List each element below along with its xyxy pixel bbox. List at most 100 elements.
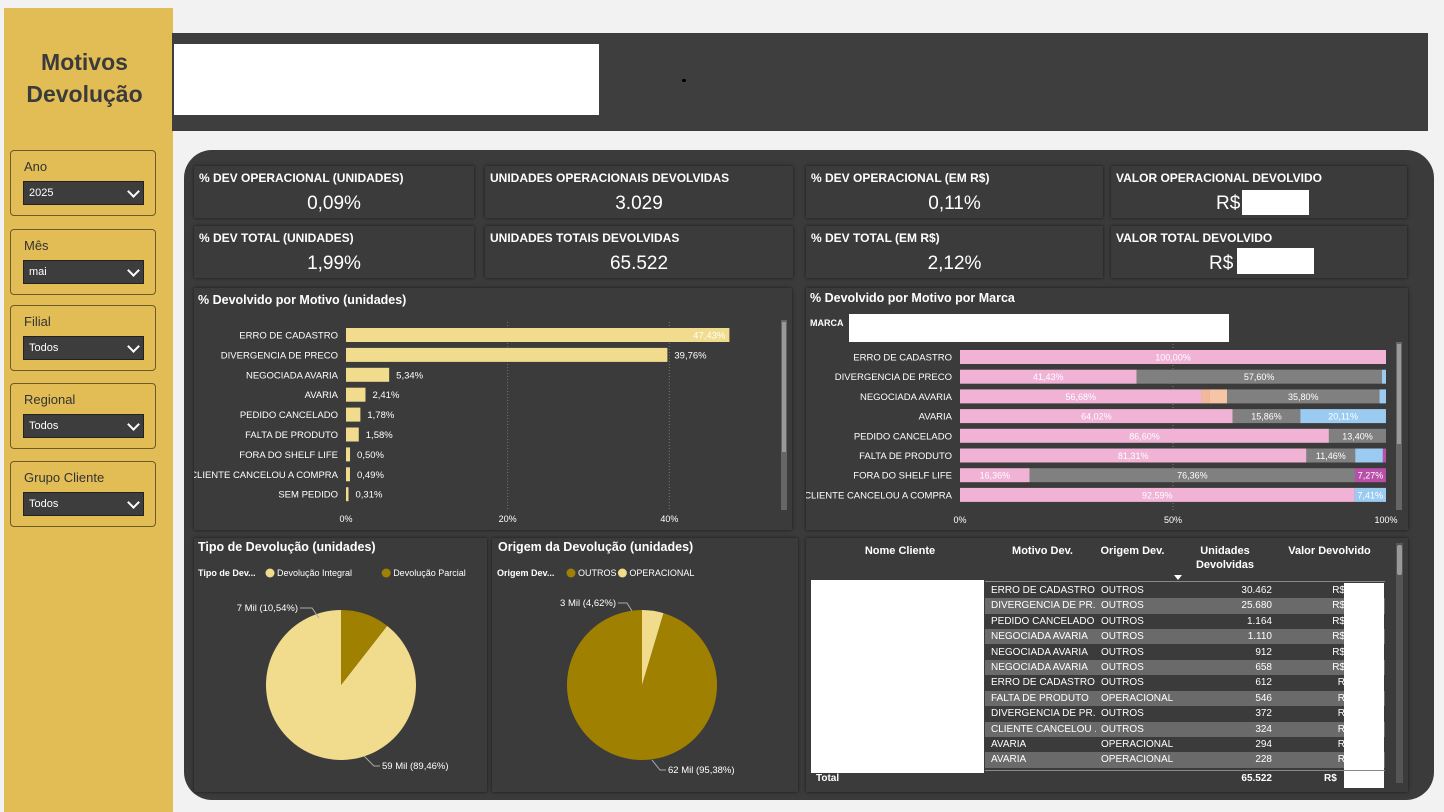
cell-valor: R [1337, 677, 1345, 689]
category-label: FORA DO SHELF LIFE [239, 450, 338, 461]
table-scrollbar[interactable] [1396, 543, 1403, 783]
stacked-segment [960, 468, 1030, 483]
cell-valor: R$ [1332, 585, 1345, 596]
dropdown-value: Todos [29, 498, 59, 510]
cell-unidades: 612 [1255, 677, 1272, 689]
kpi-card: % DEV OPERACIONAL (UNIDADES) 0,09% [194, 166, 474, 218]
table-row[interactable]: NEGOCIADA AVARIA OUTROS 1.110 R$ [985, 629, 1385, 645]
table-row[interactable]: NEGOCIADA AVARIA OUTROS 912 R$ [985, 644, 1385, 660]
kpi-title: % DEV TOTAL (UNIDADES) [199, 231, 354, 245]
filter-label: Regional [24, 392, 76, 407]
page-title-line2: Devolução [26, 81, 143, 107]
cell-unidades: 372 [1255, 708, 1272, 720]
divider [985, 581, 1385, 582]
col-header-motivo[interactable]: Motivo Dev. [1012, 545, 1073, 557]
legend-title: MARCA [810, 318, 844, 328]
page-title-line1: Motivos [41, 49, 128, 75]
data-label: 59 Mil (89,46%) [382, 761, 449, 772]
redacted-clientes [811, 580, 984, 773]
leader-line [651, 759, 666, 771]
cell-motivo: NEGOCIADA AVARIA [991, 662, 1088, 673]
category-label: AVARIA [919, 412, 953, 423]
col-header-valor[interactable]: Valor Devolvido [1288, 545, 1371, 557]
table-row[interactable]: AVARIA OPERACIONAL 228 R [985, 752, 1385, 768]
segment-label: 64,02% [1081, 412, 1112, 422]
tick-label: 20% [499, 514, 517, 524]
kpi-title: % DEV OPERACIONAL (EM R$) [811, 171, 990, 185]
kpi-title: UNIDADES TOTAIS DEVOLVIDAS [490, 231, 680, 245]
table-row[interactable]: DIVERGENCIA DE PR... OUTROS 25.680 R$ [985, 598, 1385, 614]
stacked-segment [1355, 448, 1383, 463]
ano-dropdown[interactable]: 2025 [23, 181, 144, 205]
pie-slice [642, 610, 664, 685]
category-label: FALTA DE PRODUTO [245, 430, 338, 441]
category-label: CLIENTE CANCELOU A COMPRA [194, 470, 339, 481]
table-row[interactable]: FALTA DE PRODUTO OPERACIONAL 546 R [985, 690, 1385, 707]
table-row[interactable]: PEDIDO CANCELADO OUTROS 1.164 R$ [985, 613, 1385, 630]
col-header-origem[interactable]: Origem Dev. [1100, 545, 1165, 557]
filter-filial: Filial Todos [10, 305, 156, 371]
cell-unidades: 228 [1255, 754, 1272, 766]
stacked-segment [960, 428, 1329, 443]
dropdown-value: 2025 [29, 187, 54, 199]
cell-valor: R [1337, 754, 1345, 766]
col-header-unidades[interactable]: Unidades Devolvidas [1195, 545, 1255, 571]
cell-valor: R$ [1332, 646, 1345, 658]
category-label: DIVERGENCIA DE PRECO [835, 372, 952, 383]
cell-valor: R [1337, 708, 1345, 720]
regional-dropdown[interactable]: Todos [23, 414, 144, 438]
table-row[interactable]: AVARIA OPERACIONAL 294 R [985, 737, 1385, 753]
data-label: 7 Mil (10,54%) [237, 603, 298, 614]
legend-marker [617, 568, 627, 578]
grupo-cliente-dropdown[interactable]: Todos [23, 492, 144, 516]
segment-label: 7,41% [1357, 490, 1383, 500]
cell-origem: OUTROS [1101, 723, 1144, 735]
chart-title: Origem da Devolução (unidades) [498, 540, 694, 554]
sort-desc-icon[interactable] [1174, 575, 1182, 580]
redacted-legend [849, 314, 1229, 342]
cell-unidades: 294 [1255, 739, 1272, 750]
mes-dropdown[interactable]: mai [23, 260, 144, 284]
cell-unidades: 912 [1255, 646, 1272, 658]
table-row[interactable]: CLIENTE CANCELOU ... OUTROS 324 R [985, 721, 1385, 737]
segment-label: 100,00% [1155, 353, 1191, 363]
filial-dropdown[interactable]: Todos [23, 336, 144, 360]
table-row[interactable]: ERRO DE CADASTRO OUTROS 612 R [985, 675, 1385, 691]
category-label: ERRO DE CADASTRO [239, 331, 338, 342]
kpi-value: 0,09% [307, 193, 361, 214]
cell-motivo: PEDIDO CANCELADO [991, 615, 1095, 627]
table-row[interactable]: DIVERGENCIA DE PR... OUTROS 372 R [985, 706, 1385, 722]
cell-motivo: ERRO DE CADASTRO [991, 585, 1095, 596]
kpi-value: 3.029 [615, 193, 663, 214]
cell-motivo: DIVERGENCIA DE PR... [991, 600, 1096, 612]
cell-origem: OUTROS [1101, 708, 1144, 720]
data-label: 0,31% [356, 490, 383, 501]
scrollbar-thumb[interactable] [1397, 545, 1402, 575]
cell-unidades: 546 [1255, 692, 1272, 704]
chevron-down-icon [127, 418, 140, 431]
chevron-down-icon [127, 264, 140, 277]
cell-motivo: AVARIA [991, 754, 1027, 766]
segment-label: 86,60% [1129, 431, 1160, 441]
stacked-segment [1136, 369, 1382, 384]
filter-grupo-cliente: Grupo Cliente Todos [10, 461, 156, 527]
stacked-segment [1381, 369, 1386, 384]
chevron-down-icon [127, 496, 140, 509]
table-row[interactable]: NEGOCIADA AVARIA OUTROS 658 R$ [985, 660, 1385, 676]
data-label: 0,49% [357, 470, 384, 481]
kpi-value: 2,12% [927, 253, 982, 274]
cell-valor: R [1337, 692, 1345, 704]
col-header-nome-cliente[interactable]: Nome Cliente [864, 545, 936, 557]
data-label: 1,58% [366, 430, 393, 441]
legend-title: Tipo de Dev... [198, 568, 256, 578]
redacted-valores [1344, 583, 1384, 788]
stacked-segment [1232, 409, 1301, 424]
chart-title: % Devolvido por Motivo (unidades) [198, 293, 407, 307]
filter-ano: Ano 2025 [10, 150, 156, 216]
filter-label: Ano [24, 159, 48, 174]
dropdown-value: Todos [29, 342, 59, 354]
chart-scrollbar-thumb [1397, 344, 1401, 444]
cell-unidades: 25.680 [1241, 600, 1272, 612]
redacted-value [1237, 248, 1314, 274]
table-row[interactable]: ERRO DE CADASTRO OUTROS 30.462 R$ [985, 583, 1385, 599]
